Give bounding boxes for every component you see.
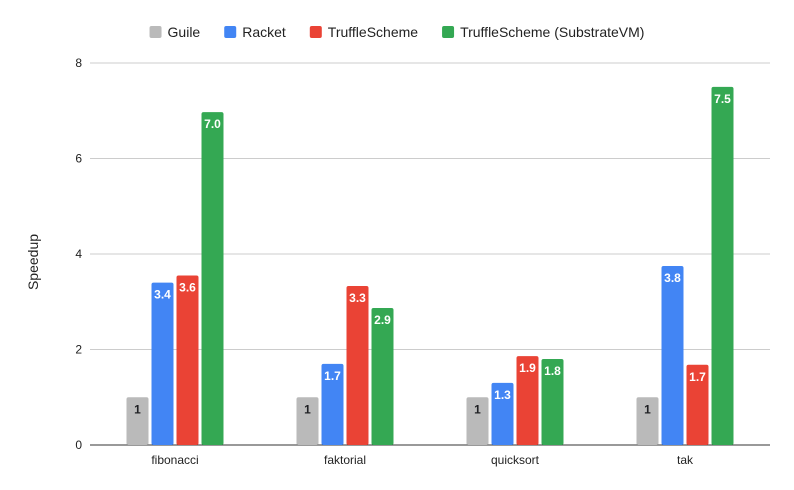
data-label: 1	[644, 402, 651, 416]
bar-racket-fibonacci	[151, 282, 174, 445]
data-label: 1.8	[544, 364, 561, 378]
data-label: 1	[134, 402, 141, 416]
data-label: 7.0	[204, 117, 221, 131]
data-label: 1.7	[689, 370, 706, 384]
bar-guile-tak	[636, 397, 659, 445]
data-label: 1.7	[324, 369, 341, 383]
bar-trufflescheme-fibonacci	[176, 275, 199, 445]
y-tick-label: 8	[75, 56, 82, 70]
x-tick-label: quicksort	[491, 453, 540, 467]
legend-swatch	[309, 26, 322, 38]
bar-guile-faktorial	[296, 397, 319, 445]
data-label: 3.8	[664, 271, 681, 285]
legend-label: Racket	[242, 24, 286, 40]
bar-trufflescheme-quicksort	[516, 356, 539, 445]
data-label: 7.5	[714, 92, 731, 106]
x-tick-label: fibonacci	[151, 453, 198, 467]
y-tick-label: 4	[75, 247, 82, 261]
y-tick-label: 0	[75, 438, 82, 452]
data-label: 3.6	[179, 280, 196, 294]
bar-trufflescheme-faktorial	[346, 285, 369, 445]
legend: Guile Racket TruffleScheme TruffleScheme (S…	[149, 24, 644, 40]
legend-label: TruffleScheme	[328, 24, 418, 40]
y-tick-label: 6	[75, 152, 82, 166]
legend-item: Racket	[224, 24, 286, 40]
bar-racket-quicksort	[491, 382, 514, 445]
bar-guile-fibonacci	[126, 397, 149, 445]
data-label: 3.4	[154, 288, 171, 302]
legend-label: Guile	[168, 24, 201, 40]
legend-item: TruffleScheme	[309, 24, 418, 40]
bar-trufflescheme-substratevm-fibonacci	[201, 112, 224, 446]
data-label: 2.9	[374, 313, 391, 327]
y-axis: 0 2 4 6 8	[75, 56, 82, 452]
legend-swatch	[442, 26, 455, 38]
data-label: 3.3	[349, 291, 366, 305]
bar-trufflescheme-tak	[686, 364, 709, 445]
x-tick-label: tak	[677, 453, 694, 467]
bar-racket-tak	[661, 265, 684, 445]
x-tick-label: faktorial	[324, 453, 366, 467]
legend-label: TruffleScheme (SubstrateVM)	[460, 24, 644, 40]
legend-swatch	[149, 26, 162, 38]
legend-item: Guile	[149, 24, 201, 40]
data-label: 1	[304, 402, 311, 416]
x-axis: fibonacci faktorial quicksort tak	[151, 453, 694, 467]
y-tick-label: 2	[75, 343, 82, 357]
bar-racket-faktorial	[321, 363, 344, 445]
bar-trufflescheme-substratevm-faktorial	[371, 307, 394, 445]
bar-guile-quicksort	[466, 397, 489, 445]
legend-swatch	[224, 26, 237, 38]
data-label: 1	[474, 402, 481, 416]
legend-item: TruffleScheme (SubstrateVM)	[442, 24, 644, 40]
bar-trufflescheme-substratevm-tak	[711, 86, 734, 445]
bars: 1 3.4 3.6 7.0 1 1.7 3.3 2.9 1 1.3 1.9 1.8 1 3.8 1.7 7.5	[126, 86, 734, 446]
bar-trufflescheme-substratevm-quicksort	[541, 359, 564, 445]
data-label: 1.3	[494, 388, 511, 402]
y-axis-title: Speedup	[25, 234, 41, 290]
data-label: 1.9	[519, 361, 536, 375]
